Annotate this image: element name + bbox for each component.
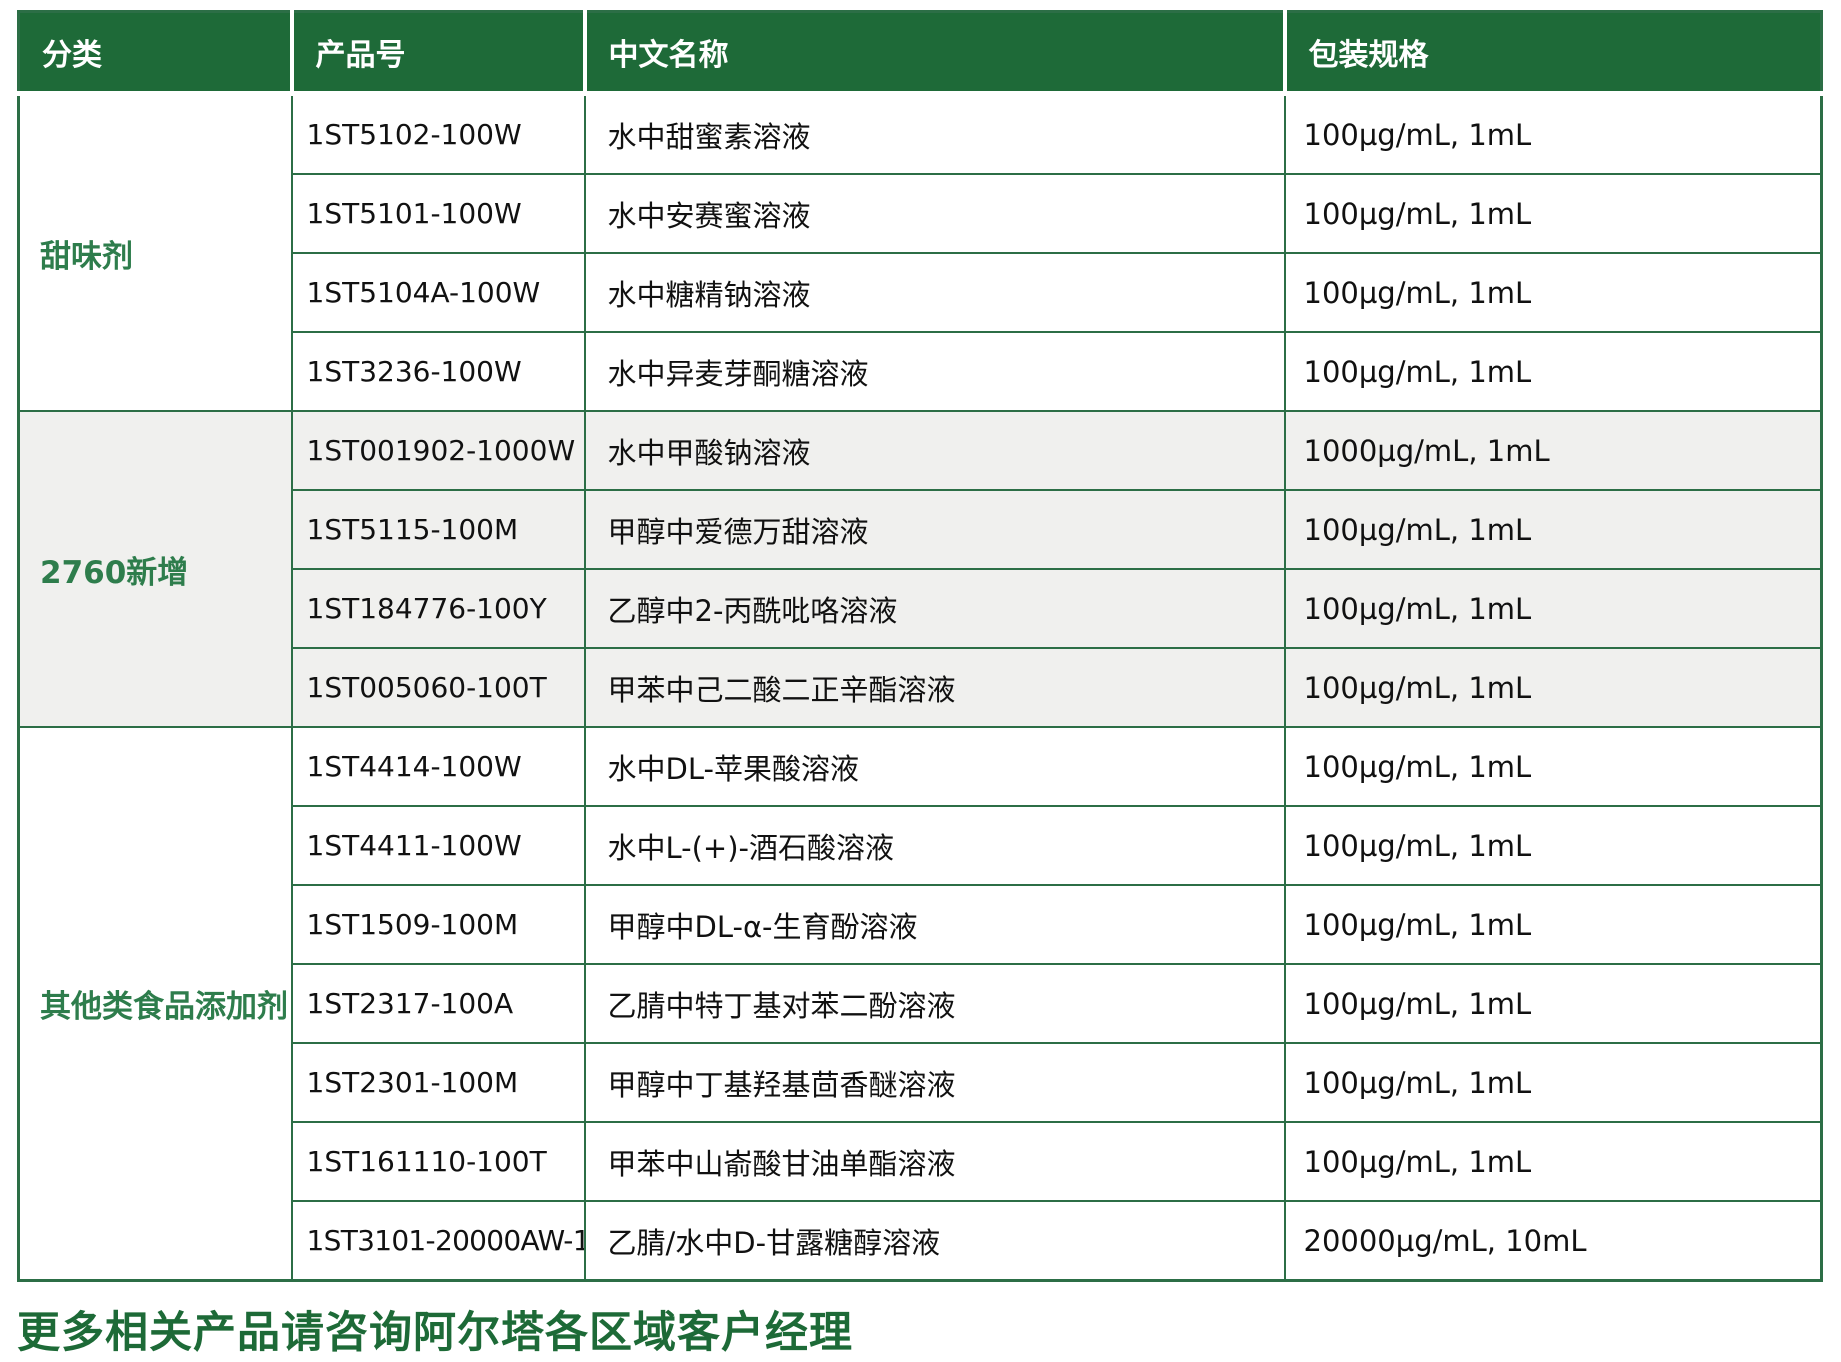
spec-cell: 100µg/mL, 1mL xyxy=(1283,568,1823,649)
product-table: 分类 产品号 中文名称 包装规格 甜味剂 1ST5102-100W 水中甜蜜素溶液 1… xyxy=(17,10,1823,1282)
name-cell: 水中DL-苹果酸溶液 xyxy=(583,726,1286,807)
table-row: 1ST3101-20000AW-10ml乙腈/水中D-甘露糖醇溶液20000µg… xyxy=(19,1200,1823,1282)
spec-cell: 20000µg/mL, 10mL xyxy=(1283,1200,1823,1282)
spec-cell: 100µg/mL, 1mL xyxy=(1283,726,1823,807)
table-body: 甜味剂 1ST5102-100W 水中甜蜜素溶液 100µg/mL, 1mL 1ST51… xyxy=(17,92,1823,1282)
spec-cell: 100µg/mL, 1mL xyxy=(1283,963,1823,1044)
product-no-cell: 1ST5101-100W xyxy=(290,173,586,254)
name-cell: 甲醇中爱德万甜溶液 xyxy=(583,489,1286,570)
name-cell: 水中L-(+)-酒石酸溶液 xyxy=(583,805,1286,886)
spec-cell: 1000µg/mL, 1mL xyxy=(1283,410,1823,491)
table-row: 1ST161110-100T 甲苯中山嵛酸甘油单酯溶液 100µg/mL, 1mL xyxy=(19,1121,1823,1202)
spec-cell: 100µg/mL, 1mL xyxy=(1283,489,1823,570)
footer-note: 更多相关产品请咨询阿尔塔各区域客户经理 xyxy=(17,1308,853,1358)
table-row: 2760新增 1ST001902-1000W 水中甲酸钠溶液 1000µg/mL, 1… xyxy=(17,410,1823,728)
header-product-no: 产品号 xyxy=(289,11,585,96)
table-row: 1ST2317-100A 乙腈中特丁基对苯二酚溶液 100µg/mL, 1mL xyxy=(19,963,1823,1044)
table-row: 1ST005060-100T 甲苯中己二酸二正辛酯溶液 100µg/mL, 1mL xyxy=(19,647,1823,728)
name-cell: 乙醇中2-丙酰吡咯溶液 xyxy=(583,568,1286,649)
product-no-cell: 1ST3101-20000AW-10ml xyxy=(290,1200,586,1282)
name-cell: 甲苯中山嵛酸甘油单酯溶液 xyxy=(583,1121,1286,1202)
spec-cell: 100µg/mL, 1mL xyxy=(1283,331,1823,412)
spec-cell: 100µg/mL, 1mL xyxy=(1283,92,1823,175)
spec-cell: 100µg/mL, 1mL xyxy=(1283,173,1823,254)
spec-cell: 100µg/mL, 1mL xyxy=(1283,252,1823,333)
table-row: 1ST2301-100M 甲醇中丁基羟基茴香醚溶液 100µg/mL, 1mL xyxy=(19,1042,1823,1123)
header-row: 分类 产品号 中文名称 包装规格 xyxy=(18,11,1822,96)
header-spec: 包装规格 xyxy=(1282,11,1822,96)
table-row: 1ST5101-100W 水中安赛蜜溶液 100µg/mL, 1mL xyxy=(19,173,1823,254)
name-cell: 水中甜蜜素溶液 xyxy=(583,92,1286,175)
spec-cell: 100µg/mL, 1mL xyxy=(1283,647,1823,728)
table-row: 1ST5115-100M 甲醇中爱德万甜溶液 100µg/mL, 1mL xyxy=(19,489,1823,570)
table-row: 其他类食品添加剂 1ST4414-100W 水中DL-苹果酸溶液 100µg/mL, … xyxy=(17,726,1823,1282)
product-no-cell: 1ST4411-100W xyxy=(290,805,586,886)
product-no-cell: 1ST5115-100M xyxy=(290,489,586,570)
product-no-cell: 1ST2301-100M xyxy=(290,1042,586,1123)
product-no-cell: 1ST2317-100A xyxy=(290,963,586,1044)
category-cell: 2760新增 xyxy=(17,410,293,728)
spec-cell: 100µg/mL, 1mL xyxy=(1283,805,1823,886)
product-no-cell: 1ST5102-100W xyxy=(290,92,586,175)
table-header: 分类 产品号 中文名称 包装规格 xyxy=(18,11,1822,96)
name-cell: 水中异麦芽酮糖溶液 xyxy=(583,331,1286,412)
spec-cell: 100µg/mL, 1mL xyxy=(1283,1042,1823,1123)
table-row: 1ST1509-100M 甲醇中DL-α-生育酚溶液 100µg/mL, 1mL xyxy=(19,884,1823,965)
name-cell: 甲醇中丁基羟基茴香醚溶液 xyxy=(583,1042,1286,1123)
header-name-cn: 中文名称 xyxy=(582,11,1285,96)
spec-cell: 100µg/mL, 1mL xyxy=(1283,1121,1823,1202)
name-cell: 乙腈中特丁基对苯二酚溶液 xyxy=(583,963,1286,1044)
name-cell: 甲醇中DL-α-生育酚溶液 xyxy=(583,884,1286,965)
table-row: 1ST3236-100W 水中异麦芽酮糖溶液 100µg/mL, 1mL xyxy=(19,331,1823,412)
category-cell: 甜味剂 xyxy=(17,92,293,412)
product-no-cell: 1ST5104A-100W xyxy=(290,252,586,333)
product-no-cell: 1ST1509-100M xyxy=(290,884,586,965)
table-row: 1ST184776-100Y 乙醇中2-丙酰吡咯溶液 100µg/mL, 1mL xyxy=(19,568,1823,649)
product-no-cell: 1ST184776-100Y xyxy=(290,568,586,649)
table-row: 1ST4411-100W 水中L-(+)-酒石酸溶液 100µg/mL, 1mL xyxy=(19,805,1823,886)
name-cell: 水中安赛蜜溶液 xyxy=(583,173,1286,254)
category-cell: 其他类食品添加剂 xyxy=(17,726,293,1282)
product-no-cell: 1ST161110-100T xyxy=(290,1121,586,1202)
product-no-cell: 1ST3236-100W xyxy=(290,331,586,412)
product-no-cell: 1ST4414-100W xyxy=(290,726,586,807)
spec-cell: 100µg/mL, 1mL xyxy=(1283,884,1823,965)
product-no-cell: 1ST005060-100T xyxy=(290,647,586,728)
header-category: 分类 xyxy=(18,11,292,96)
name-cell: 水中糖精钠溶液 xyxy=(583,252,1286,333)
product-no-cell: 1ST001902-1000W xyxy=(290,410,586,491)
table-row: 1ST5104A-100W 水中糖精钠溶液 100µg/mL, 1mL xyxy=(19,252,1823,333)
name-cell: 甲苯中己二酸二正辛酯溶液 xyxy=(583,647,1286,728)
name-cell: 乙腈/水中D-甘露糖醇溶液 xyxy=(583,1200,1286,1282)
name-cell: 水中甲酸钠溶液 xyxy=(583,410,1286,491)
table-row: 甜味剂 1ST5102-100W 水中甜蜜素溶液 100µg/mL, 1mL xyxy=(17,92,1823,412)
